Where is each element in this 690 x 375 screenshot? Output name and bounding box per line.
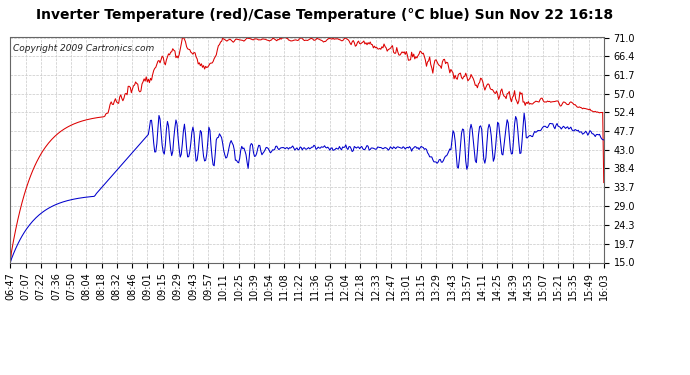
Text: Inverter Temperature (red)/Case Temperature (°C blue) Sun Nov 22 16:18: Inverter Temperature (red)/Case Temperat… — [36, 8, 613, 21]
Text: Copyright 2009 Cartronics.com: Copyright 2009 Cartronics.com — [13, 44, 155, 53]
